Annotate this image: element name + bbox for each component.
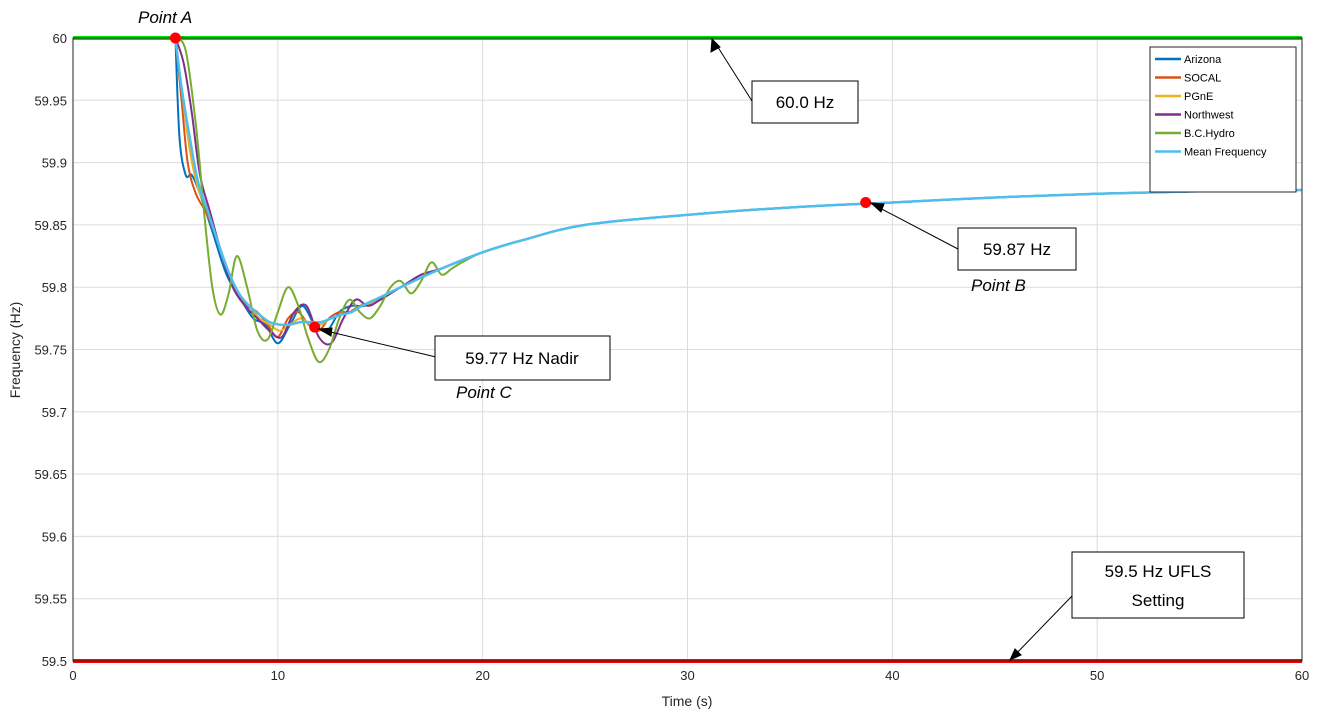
y-tick-labels: 59.5 59.55 59.6 59.65 59.7 59.75 59.8 59.85 59.9… [34, 31, 67, 669]
legend-label-socal: SOCAL [1184, 73, 1221, 85]
svg-text:59.77 Hz Nadir: 59.77 Hz Nadir [465, 349, 579, 368]
arrowhead-nadir [317, 327, 333, 337]
svg-text:59.5 Hz UFLS: 59.5 Hz UFLS [1105, 562, 1212, 581]
series-line-mean-frequency [174, 37, 1303, 327]
svg-text:60.0 Hz: 60.0 Hz [776, 93, 835, 112]
y-tick-label: 59.7 [42, 405, 67, 420]
y-tick-label: 59.85 [34, 218, 67, 233]
y-tick-label: 59.95 [34, 93, 67, 108]
y-tick-label: 59.65 [34, 467, 67, 482]
y-tick-label: 59.6 [42, 529, 67, 544]
point-c-marker [309, 321, 321, 333]
y-axis-label: Frequency (Hz) [7, 302, 23, 398]
axes-box [72, 37, 1303, 662]
x-tick-label: 20 [475, 668, 489, 683]
point-a-marker [169, 32, 181, 44]
x-tick-label: 10 [271, 668, 285, 683]
callout-59-87: 59.87 Hz [957, 227, 1077, 271]
x-tick-labels: 0 10 20 30 40 50 60 [69, 668, 1309, 683]
y-tick-label: 59.5 [42, 654, 67, 669]
x-tick-label: 60 [1295, 668, 1309, 683]
arrow-59-87 [873, 204, 959, 250]
legend-label-northwest: Northwest [1184, 110, 1234, 122]
callout-60hz: 60.0 Hz [751, 80, 859, 124]
arrow-nadir [321, 329, 437, 358]
arrowhead-59-87 [869, 202, 885, 213]
svg-text:Setting: Setting [1132, 591, 1185, 610]
point-a-label: Point A [138, 8, 192, 27]
arrow-ufls [1011, 594, 1074, 659]
arrowhead-60hz [710, 37, 721, 53]
y-tick-label: 59.9 [42, 156, 67, 171]
legend-label-arizona: Arizona [1184, 54, 1222, 66]
callout-ufls: 59.5 Hz UFLS Setting [1071, 551, 1245, 619]
point-c-label: Point C [456, 383, 512, 402]
x-tick-label: 40 [885, 668, 899, 683]
x-tick-label: 30 [680, 668, 694, 683]
legend-label-pgne: PGnE [1184, 91, 1213, 103]
point-b-label: Point B [971, 276, 1026, 295]
callout-arrows [317, 37, 1074, 662]
legend-label-b-c-hydro: B.C.Hydro [1184, 128, 1235, 140]
svg-text:59.87 Hz: 59.87 Hz [983, 240, 1051, 259]
callout-nadir: 59.77 Hz Nadir [434, 335, 611, 381]
legend: Arizona SOCAL PGnE Northwest B.C.Hydro Mean F… [1149, 46, 1297, 193]
y-tick-label: 59.75 [34, 343, 67, 358]
arrow-60hz [713, 40, 753, 102]
x-axis-label: Time (s) [662, 693, 713, 709]
y-tick-label: 60 [53, 31, 67, 46]
arrowhead-ufls [1008, 648, 1022, 662]
y-tick-label: 59.55 [34, 592, 67, 607]
x-tick-label: 50 [1090, 668, 1104, 683]
legend-label-mean-frequency: Mean Frequency [1184, 147, 1267, 159]
x-tick-label: 0 [69, 668, 76, 683]
y-tick-label: 59.8 [42, 280, 67, 295]
point-b-marker [860, 196, 872, 208]
point-markers [169, 32, 872, 333]
